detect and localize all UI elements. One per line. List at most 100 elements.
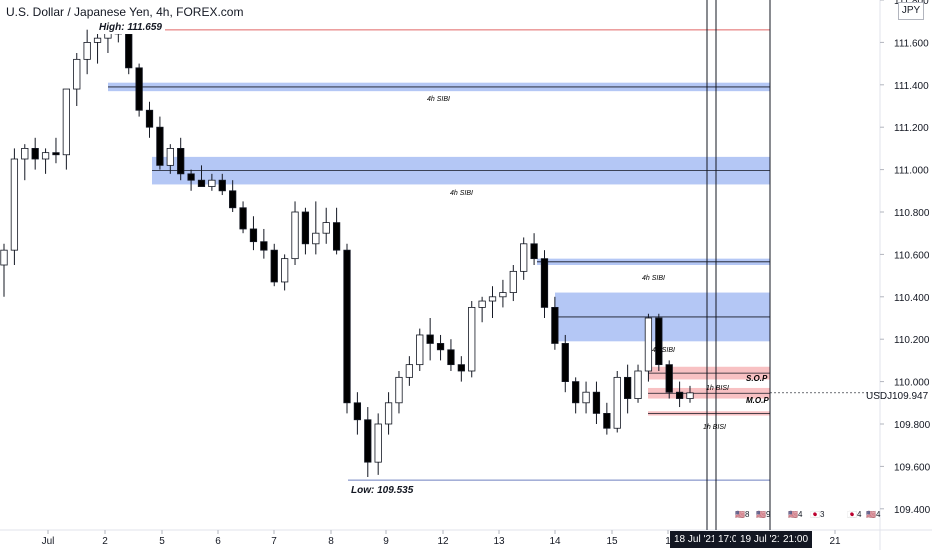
y-tick-label: 111.000 <box>894 166 929 177</box>
bull-candle <box>582 391 590 404</box>
flag-icon[interactable]: 🇺🇸4 <box>788 510 803 519</box>
bear-candle <box>197 179 206 187</box>
bear-candle <box>218 179 226 192</box>
bull-candle <box>166 147 174 166</box>
bear-candle <box>592 391 601 414</box>
bull-candle <box>395 376 403 404</box>
bear-candle <box>561 343 569 383</box>
bear-candle <box>457 364 465 372</box>
y-tick-label: 111.200 <box>894 123 929 134</box>
bear-candle <box>447 349 455 366</box>
bear-candle <box>135 67 143 111</box>
bull-candle <box>322 222 330 234</box>
bear-candle <box>260 241 268 251</box>
bear-candle <box>301 211 310 245</box>
bear-candle <box>436 343 445 351</box>
bear-candle <box>343 249 351 404</box>
x-tick-label: 7 <box>271 536 277 547</box>
bull-candle <box>416 334 424 366</box>
bull-candle <box>208 179 216 187</box>
x-tick-label: 12 <box>437 536 449 547</box>
currency-badge[interactable]: JPY <box>898 2 924 20</box>
bull-candle <box>488 296 497 302</box>
bear-candle <box>270 249 278 283</box>
y-tick-label: 110.800 <box>894 208 930 219</box>
y-tick-label: 111.400 <box>894 81 929 92</box>
x-tick-label: 15 <box>606 536 618 547</box>
bear-candle <box>364 419 372 463</box>
last-price: 109.947 <box>892 391 929 402</box>
sibi-label-3: 4h SIBI <box>642 275 665 282</box>
time-label-4: 21:00 <box>779 531 813 548</box>
bear-candle <box>229 190 237 209</box>
bear-candle <box>353 402 362 421</box>
chart-title: U.S. Dollar / Japanese Yen, 4h, FOREX.co… <box>6 5 244 19</box>
bull-candle <box>312 232 320 245</box>
bear-candle <box>603 412 611 429</box>
bear-candle <box>249 228 258 243</box>
y-tick-label: 110.200 <box>894 335 930 346</box>
bear-candle <box>551 306 559 344</box>
x-tick-label: 13 <box>493 536 505 547</box>
symbol-name: USDJPY <box>866 391 906 402</box>
bear-candle <box>125 33 133 69</box>
bear-candle <box>187 173 195 181</box>
bear-candle <box>655 317 663 366</box>
bisi-label-1: 1h BISI <box>706 385 729 392</box>
bull-candle <box>93 37 102 43</box>
bear-candle <box>572 381 580 404</box>
bull-candle <box>520 243 528 272</box>
x-tick-label: 6 <box>215 536 221 547</box>
y-tick-label: 110.400 <box>894 293 930 304</box>
bear-candle <box>177 147 185 175</box>
high-label: High: 111.659 <box>96 21 165 34</box>
bull-candle <box>478 300 486 308</box>
bull-candle <box>10 158 19 251</box>
bear-candle <box>239 207 247 230</box>
x-tick-label: 14 <box>549 536 561 547</box>
bisi-label-2: 1h BISI <box>703 424 726 431</box>
y-tick-label: 109.800 <box>894 420 931 431</box>
y-tick-label: 109.600 <box>894 462 931 473</box>
bull-candle <box>468 306 476 372</box>
bull-candle <box>83 42 91 60</box>
bear-candle <box>665 364 673 393</box>
bear-candle <box>156 126 164 166</box>
bear-candle <box>540 258 549 308</box>
sibi-label-1: 4h SIBI <box>427 96 450 103</box>
x-tick-label: 21 <box>829 536 841 547</box>
flag-icon[interactable]: 🇺🇸4 <box>866 510 881 519</box>
y-tick-label: 110.000 <box>894 378 930 389</box>
bear-candle <box>145 109 154 128</box>
sibi-label-4: 4h SIBI <box>652 347 675 354</box>
bull-candle <box>291 211 299 260</box>
bull-candle <box>499 292 507 298</box>
bear-candle <box>31 147 39 160</box>
flag-icon[interactable]: 🇯🇵4 <box>847 510 862 519</box>
bull-candle <box>0 249 8 266</box>
x-tick-label: 5 <box>159 536 165 547</box>
sop-label: S.O.P <box>746 374 768 383</box>
bear-candle <box>426 334 434 344</box>
flag-icon[interactable]: 🇺🇸9 <box>756 510 771 519</box>
bull-candle <box>384 402 393 425</box>
x-tick-label: 9 <box>383 536 389 547</box>
bull-candle <box>644 317 653 372</box>
low-label: Low: 109.535 <box>348 484 417 497</box>
x-tick-label: 2 <box>102 536 108 547</box>
mop-label: M.O.P <box>746 396 769 405</box>
flag-icon[interactable]: 🇯🇵3 <box>810 510 825 519</box>
bear-candle <box>624 376 632 399</box>
flag-icon[interactable]: 🇺🇸8 <box>735 510 750 519</box>
x-tick-label: 8 <box>328 536 334 547</box>
bull-candle <box>509 270 517 293</box>
bull-candle <box>686 392 694 399</box>
x-tick-label: Jul <box>42 536 55 547</box>
bull-candle <box>21 147 29 160</box>
bear-candle <box>332 222 341 251</box>
sibi-label-2: 4h SIBI <box>450 190 473 197</box>
bull-candle <box>41 152 50 160</box>
bull-candle <box>634 370 642 399</box>
